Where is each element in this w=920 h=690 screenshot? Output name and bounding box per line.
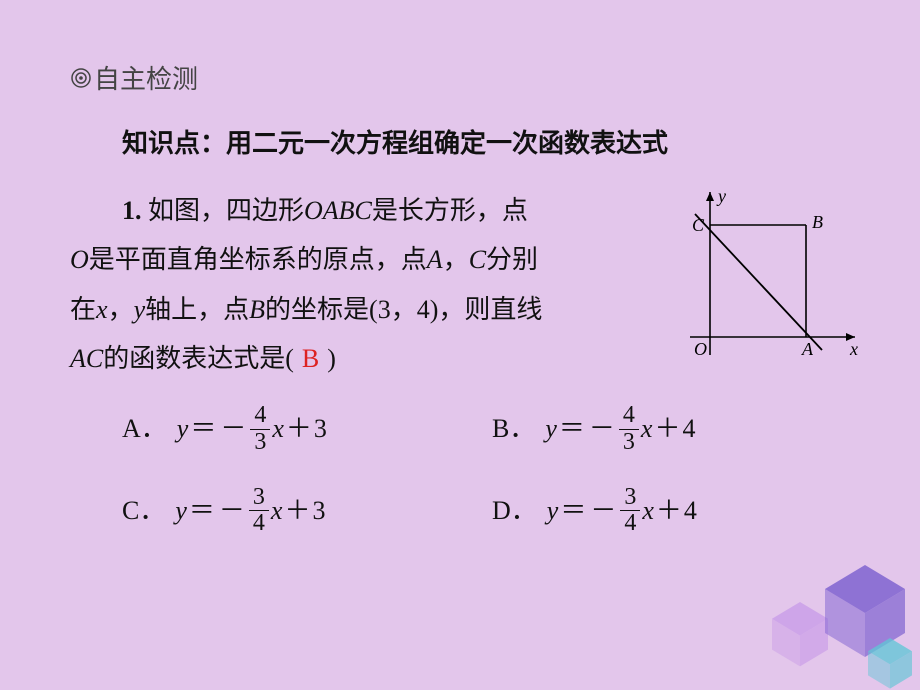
choice-equation: y＝－43x＋4	[545, 403, 695, 454]
slide-content: 自主检测 知识点：用二元一次方程组确定一次函数表达式 1. 如图，四边形OABC…	[70, 55, 860, 536]
section-marker-text: 自主检测	[94, 65, 198, 94]
question-block: 1. 如图，四边形OABC是长方形，点 O是平面直角坐标系的原点，点A，C分别 …	[70, 186, 860, 384]
svg-text:y: y	[716, 186, 726, 206]
choice-D: D．y＝－34x＋4	[492, 485, 842, 536]
choice-equation: y＝－34x＋3	[175, 485, 325, 536]
svg-text:C: C	[692, 215, 705, 235]
choice-label: D．	[492, 486, 537, 535]
diagram: O A B Cx y	[670, 182, 870, 372]
choice-equation: y＝－43x＋3	[177, 403, 327, 454]
bullseye-icon	[70, 56, 92, 105]
svg-text:x: x	[849, 339, 858, 359]
svg-text:B: B	[812, 212, 823, 232]
choice-label: B．	[492, 404, 535, 453]
choice-label: A．	[122, 404, 167, 453]
svg-text:O: O	[694, 339, 707, 359]
choice-C: C．y＝－34x＋3	[122, 485, 472, 536]
knowledge-point: 知识点：用二元一次方程组确定一次函数表达式	[70, 119, 860, 168]
svg-text:A: A	[801, 339, 814, 359]
choice-equation: y＝－34x＋4	[547, 485, 697, 536]
choices: A．y＝－43x＋3 B．y＝－43x＋4 C．y＝－34x＋3 D．y＝－34x＋4	[122, 403, 860, 536]
corner-decoration	[740, 540, 920, 690]
choice-label: C．	[122, 486, 165, 535]
answer: B	[294, 344, 327, 373]
choice-A: A．y＝－43x＋3	[122, 403, 472, 454]
question-text: 1. 如图，四边形OABC是长方形，点 O是平面直角坐标系的原点，点A，C分别 …	[70, 186, 660, 384]
section-marker: 自主检测	[70, 55, 860, 105]
choice-B: B．y＝－43x＋4	[492, 403, 842, 454]
question-number: 1.	[122, 196, 142, 225]
